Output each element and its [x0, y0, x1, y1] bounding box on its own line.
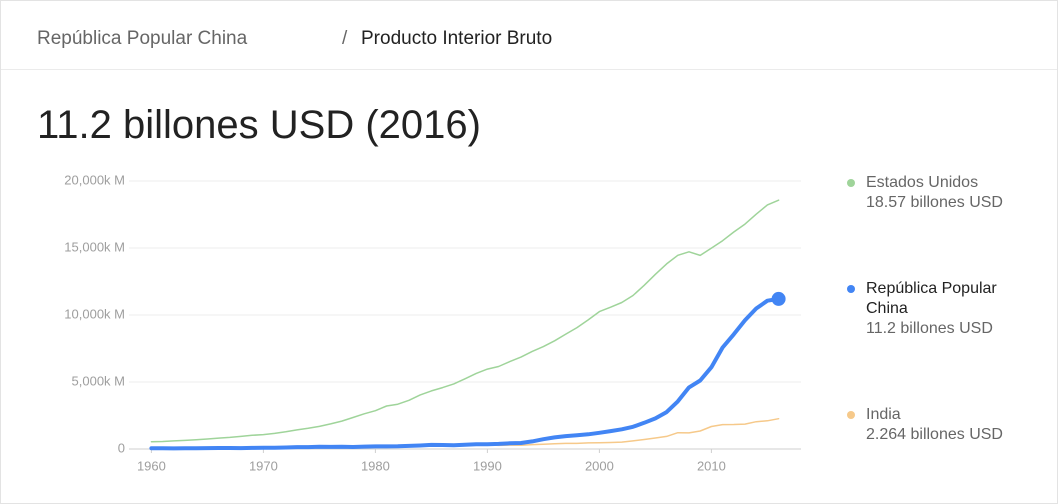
x-tick-label: 1980: [361, 458, 390, 473]
legend-marker: [847, 179, 855, 187]
y-tick-label: 15,000k M: [64, 239, 125, 254]
legend-item[interactable]: República Popular China 11.2 billones USD: [847, 279, 1017, 339]
x-tick-label: 2010: [697, 458, 726, 473]
breadcrumb-separator: /: [342, 28, 348, 49]
y-tick-label: 10,000k M: [64, 306, 125, 321]
legend-marker: [847, 411, 855, 419]
legend-name: Estados Unidos: [866, 174, 979, 191]
legend-text: República Popular China 11.2 billones USD: [866, 279, 1017, 339]
y-tick-label: 5,000k M: [72, 373, 125, 388]
series-line: [150, 199, 780, 443]
legend-item[interactable]: Estados Unidos 18.57 billones USD: [847, 173, 1017, 213]
series-line: [149, 296, 781, 451]
breadcrumb-indicator: Producto Interior Bruto: [361, 28, 553, 49]
legend-text: India 2.264 billones USD: [866, 405, 1017, 445]
legend-item[interactable]: India 2.264 billones USD: [847, 405, 1017, 445]
legend-marker: [847, 285, 855, 293]
y-tick-label: 20,000k M: [64, 172, 125, 187]
y-tick-label: 0: [118, 440, 125, 455]
x-tick-label: 1960: [137, 458, 166, 473]
x-tick-label: 1990: [473, 458, 502, 473]
x-tick-label: 1970: [249, 458, 278, 473]
legend-name: República Popular China: [866, 280, 997, 317]
legend-text: Estados Unidos 18.57 billones USD: [866, 173, 1017, 213]
legend-value: 18.57 billones USD: [866, 194, 1003, 211]
chart-title: 11.2 billones USD (2016): [37, 103, 481, 147]
legend-value: 2.264 billones USD: [866, 426, 1003, 443]
breadcrumb-country[interactable]: República Popular China: [37, 28, 248, 49]
legend-name: India: [866, 406, 901, 423]
breadcrumb: República Popular China / Producto Inter…: [1, 1, 1057, 70]
x-tick-label: 2000: [585, 458, 614, 473]
end-marker: [771, 291, 786, 306]
legend-value: 11.2 billones USD: [866, 320, 993, 337]
